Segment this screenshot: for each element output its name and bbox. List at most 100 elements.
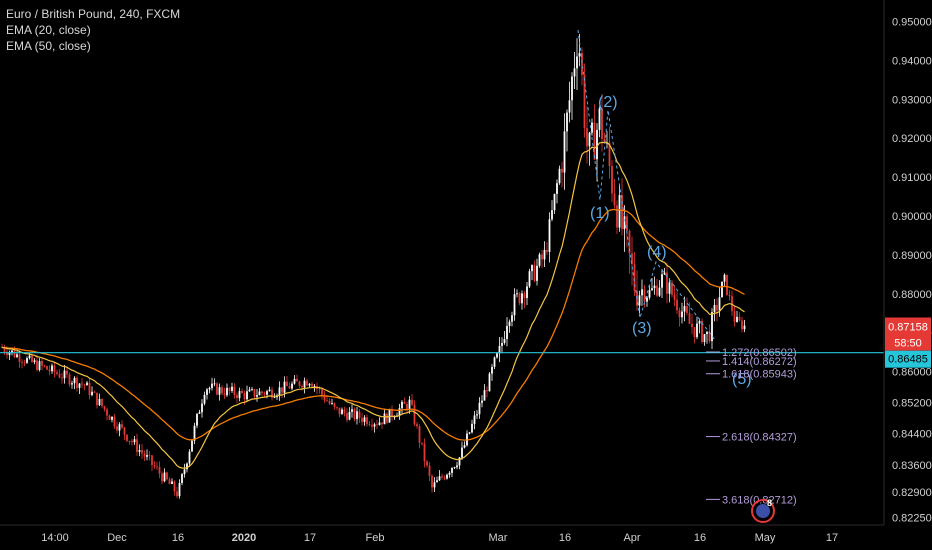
candle-body [726,274,728,295]
alert-badge-ring[interactable] [751,499,775,523]
y-tick-label: 0.84400 [892,429,932,441]
candle-body [183,469,186,475]
candle-body [78,383,81,388]
candle-body [118,424,121,431]
candle-body [548,219,551,252]
candle-body [186,463,188,470]
candle-body [351,409,353,412]
last-price-tag [885,317,931,336]
y-tick-label: 0.82250 [892,512,932,524]
candle-body [171,481,173,484]
countdown-value: 58:50 [894,338,922,350]
candle-body [561,168,563,173]
candle-body [68,374,71,385]
candle-body [61,377,63,379]
candle-body [121,424,123,428]
candle-body [223,393,226,396]
candle-body [538,254,541,266]
legend-symbol[interactable]: Euro / British Pound, 240, FXCM [6,7,181,21]
candle-body [241,390,243,394]
candle-body [483,390,486,401]
candle-body [306,380,308,386]
candle-body [481,400,483,403]
candle-body [348,411,351,420]
candle-body [191,440,193,452]
candle-body [288,386,291,389]
alert-badge[interactable] [756,504,770,518]
candle-body [208,388,211,390]
candle-body [308,383,311,386]
candle-body [328,400,331,404]
candle-body [613,193,616,206]
candle-body [416,424,418,427]
candle-body [108,415,111,420]
legend-ema50[interactable]: EMA (50, close) [6,39,91,53]
candle-body [506,326,508,340]
candle-body [63,370,66,379]
ema20-line[interactable] [1,141,745,469]
candle-body [263,393,266,395]
candle-body [471,423,473,433]
candle-body [518,293,521,304]
candle-body [166,472,168,480]
candle-body [56,372,58,374]
candle-body [453,467,456,468]
candle-body [646,297,648,302]
candle-body [353,409,356,420]
candle-body [456,465,458,468]
candle-body [473,415,476,424]
candle-body [591,122,593,133]
ema50-line[interactable] [1,208,745,441]
candle-body [611,166,613,194]
candle-body [373,424,376,427]
candle-body [318,388,321,390]
candle-body [568,100,571,113]
candle-body [271,389,273,398]
candle-body [336,406,338,408]
candle-body [733,311,736,323]
candle-body [556,183,558,194]
candle-body [178,482,181,497]
candle-body [523,293,526,299]
candle-body [743,325,746,330]
candle-body [43,365,46,367]
candle-body [476,414,478,416]
candle-body [543,249,546,260]
y-tick-label: 0.89000 [892,250,932,262]
candle-body [226,387,228,396]
wave-label: (5) [732,371,752,388]
y-tick-label: 0.93000 [892,94,932,106]
candle-body [331,403,333,404]
candle-body [533,265,536,281]
price-tags: 0.87158 58:50 0.86485 8 [751,317,931,523]
candle-body [383,413,386,425]
candle-body [58,373,61,378]
candle-body [546,249,548,252]
candle-body [588,132,591,147]
candle-body [138,450,141,452]
candle-body [676,299,678,311]
candle-body [486,390,488,392]
x-tick-label: 16 [694,532,706,544]
candle-body [313,385,316,387]
wave-label: (1) [590,205,610,222]
candle-body [96,392,98,406]
candle-body [116,426,118,431]
candle-body [451,467,453,473]
candle-body [338,407,341,415]
candle-body [146,455,148,457]
candle-body [623,216,626,230]
candle-body [141,450,143,454]
y-tick-label: 0.83600 [892,460,932,472]
candle-body [691,323,693,328]
wave-label: (3) [632,320,652,337]
candle-body [46,366,48,370]
candle-body [703,334,706,342]
candle-body [193,425,196,441]
candle-body [593,122,596,160]
candle-body [438,476,441,481]
legend-ema20[interactable]: EMA (20, close) [6,23,91,37]
candle-body [161,473,163,482]
candle-body [458,457,461,466]
